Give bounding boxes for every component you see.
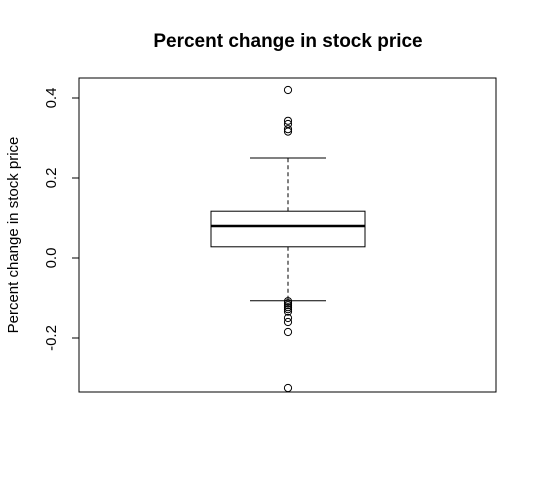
outlier-point	[283, 116, 293, 125]
outlier-point	[283, 383, 293, 393]
interquartile-box	[210, 210, 366, 248]
outlier-point	[283, 125, 293, 134]
y-tick-label: 0.0	[43, 248, 60, 269]
y-tick-label: -0.2	[43, 325, 60, 351]
outlier-point	[283, 305, 293, 314]
box-plot	[210, 157, 366, 302]
outlier-point	[283, 307, 293, 316]
outlier-point	[283, 127, 293, 136]
outlier-point	[283, 299, 293, 308]
y-axis: 0.4 0.2 0.0 -0.2	[43, 88, 80, 351]
y-axis-label: Percent change in stock price	[5, 137, 22, 334]
y-tick-label: 0.4	[43, 88, 60, 109]
y-tick-label: 0.2	[43, 168, 60, 189]
outlier-point	[283, 327, 293, 337]
outlier-point	[283, 85, 293, 95]
outlier-point	[283, 313, 293, 323]
outlier-point	[283, 301, 293, 310]
outlier-point	[283, 297, 293, 306]
outlier-points	[283, 85, 293, 393]
outlier-point	[283, 303, 293, 312]
outlier-point	[283, 317, 293, 327]
chart-title: Percent change in stock price	[153, 31, 422, 52]
